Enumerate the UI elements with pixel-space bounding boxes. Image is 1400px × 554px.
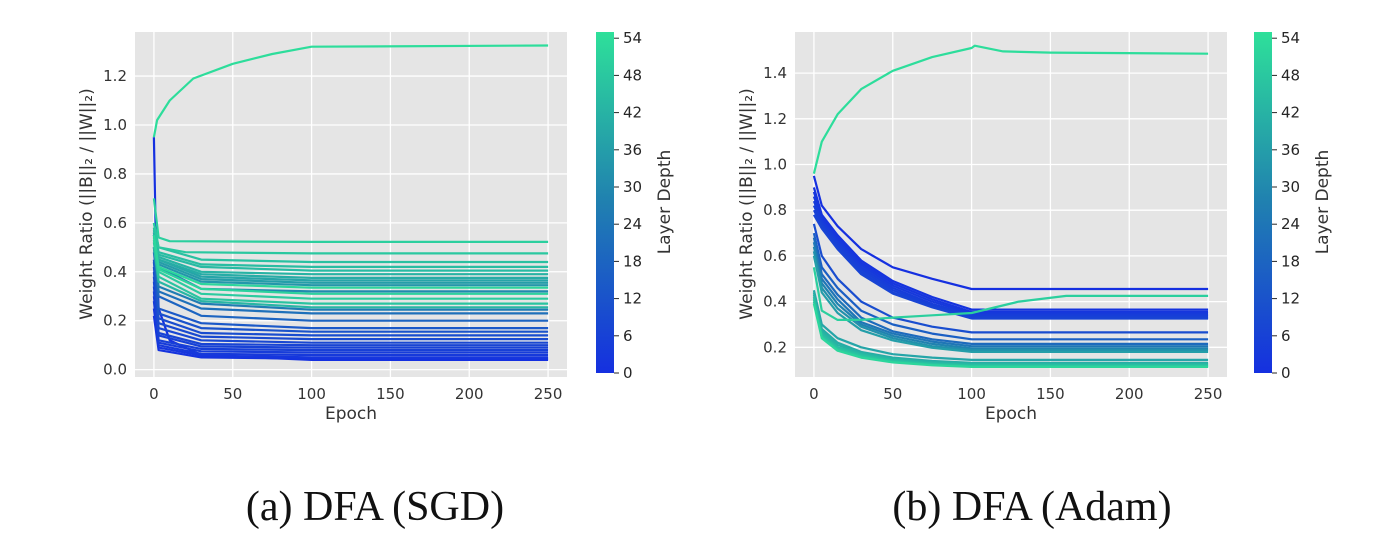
x-tick-label: 100 xyxy=(957,385,986,403)
y-tick-label: 0.6 xyxy=(763,247,787,265)
series-line-depth-0 xyxy=(812,175,1209,291)
x-tick-label: 200 xyxy=(1115,385,1144,403)
y-tick-label: 0.8 xyxy=(103,165,127,183)
y-tick-label: 0.0 xyxy=(103,361,127,379)
series-line-depth-52 xyxy=(812,303,1209,368)
series-line-depth-28 xyxy=(812,246,1209,350)
x-ticks-adam: 0 50 100 150 200 250 xyxy=(809,385,1222,403)
colorbar-label-sgd: Layer Depth xyxy=(655,150,675,255)
series-line-depth-16 xyxy=(812,232,1209,341)
colorbar-tick-label: 54 xyxy=(623,29,642,47)
caption-adam: (b) DFA (Adam) xyxy=(892,484,1171,530)
y-tick-label: 0.8 xyxy=(763,201,787,219)
series-line-depth-38 xyxy=(812,289,1209,361)
plot-area-sgd xyxy=(135,32,567,377)
y-tick-label: 1.4 xyxy=(763,64,787,82)
colorbar-adam xyxy=(1254,32,1272,373)
series-line-depth-52 xyxy=(152,234,549,289)
colorbar-tick-label: 24 xyxy=(623,215,642,233)
series-line-depth-50 xyxy=(152,198,549,243)
y-tick-label: 0.2 xyxy=(763,338,787,356)
series-line-depth-2 xyxy=(812,191,1209,313)
colorbar-ticks-sgd: 0 6 12 18 24 30 36 42 48 54 xyxy=(614,29,642,382)
colorbar-tick-label: 48 xyxy=(1281,66,1300,84)
x-tick-label: 0 xyxy=(149,385,159,403)
colorbar-tick-label: 18 xyxy=(623,252,642,270)
colorbar-tick-label: 42 xyxy=(623,104,642,122)
panel-adam: 0 50 100 150 200 250 0.2 0.4 0.6 0.8 1.0 1.2 1.4 Ep… xyxy=(737,29,1333,530)
y-tick-label: 0.6 xyxy=(103,214,127,232)
x-axis-label-sgd: Epoch xyxy=(325,404,377,424)
series-line-depth-0 xyxy=(152,137,549,361)
colorbar-tick-label: 48 xyxy=(623,66,642,84)
x-tick-label: 250 xyxy=(1194,385,1223,403)
y-ticks-sgd: 0.0 0.2 0.4 0.6 0.8 1.0 1.2 xyxy=(103,67,127,379)
colorbar-ticks-adam: 0 6 12 18 24 30 36 42 48 54 xyxy=(1272,29,1300,382)
x-tick-label: 150 xyxy=(376,385,405,403)
series-lines-adam xyxy=(812,44,1209,368)
colorbar-tick-label: 54 xyxy=(1281,29,1300,47)
series-line-depth-10 xyxy=(812,223,1209,334)
y-tick-label: 0.2 xyxy=(103,312,127,330)
x-ticks-sgd: 0 50 100 150 200 250 xyxy=(149,385,562,403)
series-line-depth-1 xyxy=(812,187,1209,311)
colorbar-tick-label: 12 xyxy=(623,290,642,308)
series-line-depth-48 xyxy=(152,222,549,255)
x-tick-label: 150 xyxy=(1036,385,1065,403)
x-tick-label: 200 xyxy=(455,385,484,403)
x-tick-label: 50 xyxy=(223,385,242,403)
colorbar-tick-label: 6 xyxy=(1281,327,1291,345)
colorbar-tick-label: 18 xyxy=(1281,252,1300,270)
colorbar-tick-label: 30 xyxy=(1281,178,1300,196)
colorbar-tick-label: 36 xyxy=(623,141,642,159)
x-tick-label: 100 xyxy=(297,385,326,403)
caption-sgd: (a) DFA (SGD) xyxy=(246,484,504,530)
series-line-depth-20 xyxy=(812,237,1209,345)
series-line-depth-3 xyxy=(812,196,1209,315)
series-line-depth-36 xyxy=(812,255,1209,353)
x-tick-label: 0 xyxy=(809,385,819,403)
series-line-depth-14 xyxy=(152,259,549,330)
y-tick-label: 1.0 xyxy=(103,116,127,134)
x-axis-label-adam: Epoch xyxy=(985,404,1037,424)
series-line-depth-24 xyxy=(812,241,1209,348)
x-tick-label: 250 xyxy=(534,385,563,403)
colorbar-tick-label: 30 xyxy=(623,178,642,196)
colorbar-tick-label: 12 xyxy=(1281,290,1300,308)
y-axis-label-sgd: Weight Ratio (||B||₂ / ||W||₂) xyxy=(77,88,97,319)
series-lines-sgd xyxy=(152,44,549,361)
colorbar-tick-label: 42 xyxy=(1281,104,1300,122)
colorbar-tick-label: 0 xyxy=(623,364,633,382)
y-tick-label: 1.2 xyxy=(103,67,127,85)
y-ticks-adam: 0.2 0.4 0.6 0.8 1.0 1.2 1.4 xyxy=(763,64,787,356)
colorbar-label-adam: Layer Depth xyxy=(1313,150,1333,255)
colorbar-tick-label: 36 xyxy=(1281,141,1300,159)
y-tick-label: 1.0 xyxy=(763,156,787,174)
colorbar-tick-label: 0 xyxy=(1281,364,1291,382)
series-line-depth-54 xyxy=(812,44,1209,174)
colorbar-tick-label: 24 xyxy=(1281,215,1300,233)
colorbar-tick-label: 6 xyxy=(623,327,633,345)
y-tick-label: 1.2 xyxy=(763,110,787,128)
series-line-depth-32 xyxy=(812,251,1209,352)
grid-sgd xyxy=(135,32,567,377)
y-axis-label-adam: Weight Ratio (||B||₂ / ||W||₂) xyxy=(737,88,757,319)
series-line-depth-7 xyxy=(812,214,1209,320)
panel-sgd: 0 50 100 150 200 250 0.0 0.2 0.4 0.6 0.8 1.0 1.2 Ep… xyxy=(77,29,675,530)
x-tick-label: 50 xyxy=(883,385,902,403)
series-line-depth-54 xyxy=(152,44,549,138)
series-line-depth-50 xyxy=(812,267,1209,321)
y-tick-label: 0.4 xyxy=(103,263,127,281)
colorbar-sgd xyxy=(596,32,614,373)
y-tick-label: 0.4 xyxy=(763,293,787,311)
